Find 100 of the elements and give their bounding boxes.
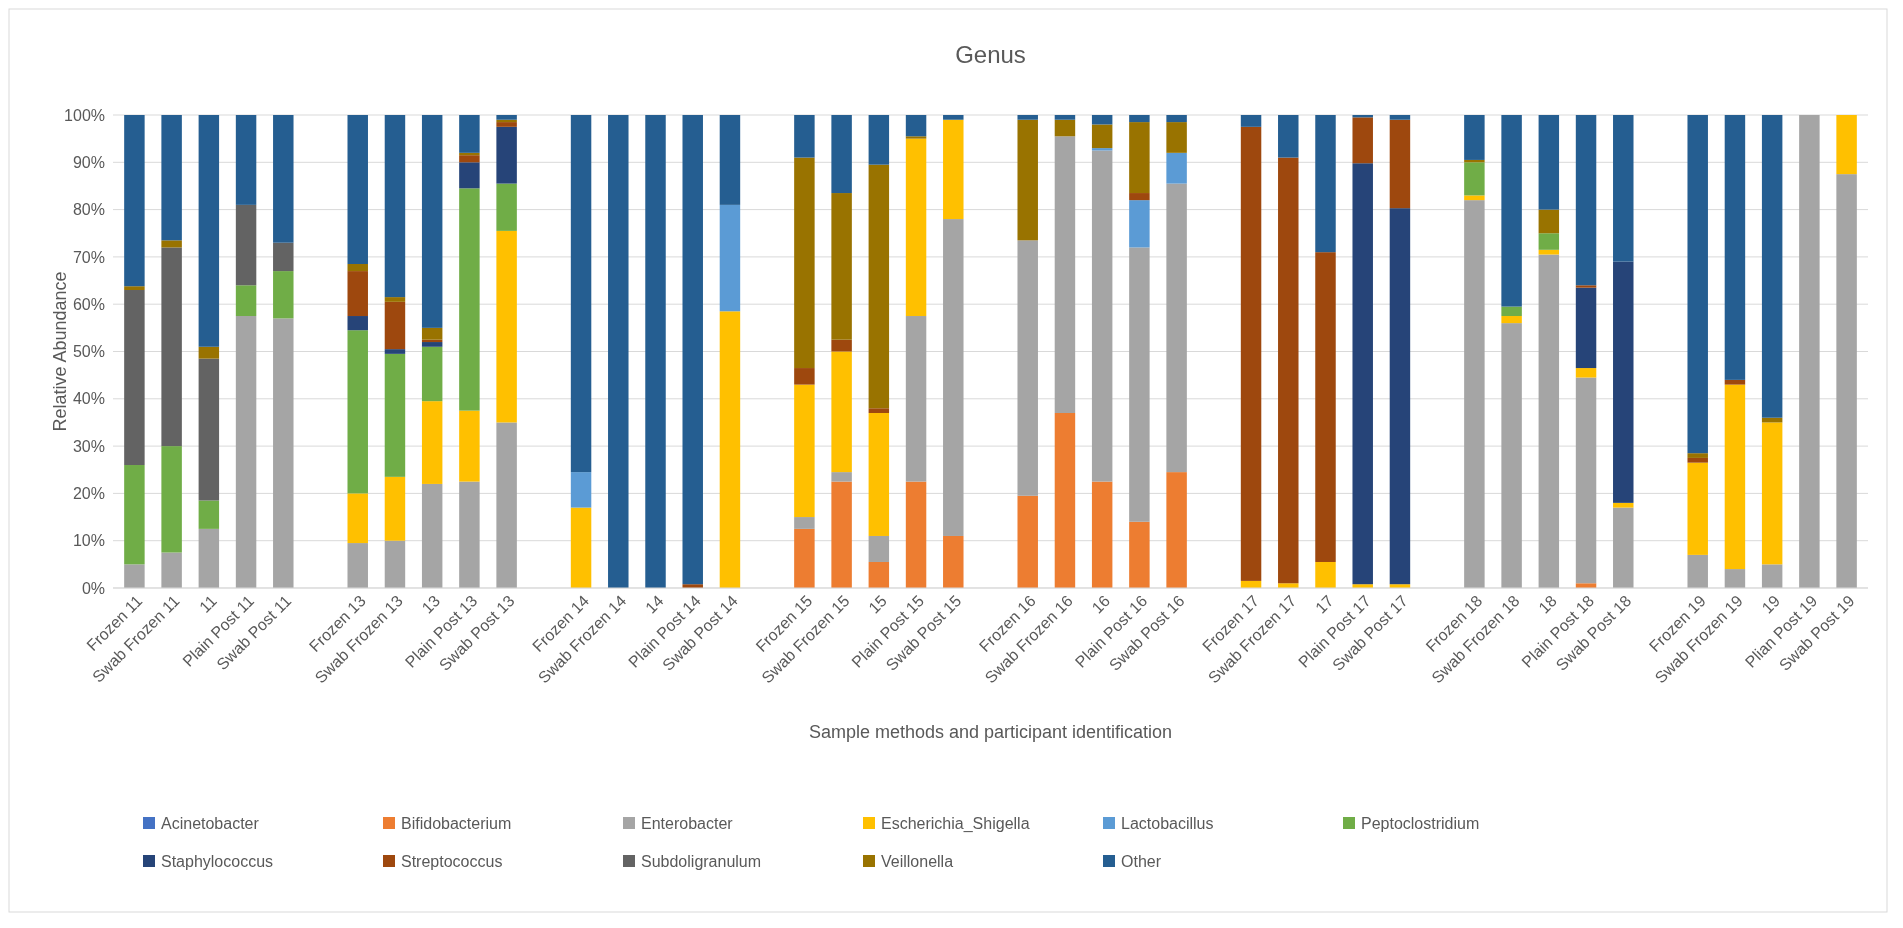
bar [198,500,220,529]
bar [1538,249,1560,255]
bar [645,115,666,588]
y-tick-label: 80% [72,201,105,219]
bar [1240,115,1262,127]
legend-label: Staphylococcus [161,852,274,870]
bar [347,316,368,331]
bar [831,351,852,473]
bar [1687,554,1708,588]
legend-label: Enterobacter [641,814,734,832]
bar [273,271,294,319]
bar [1724,384,1746,570]
bar [198,528,220,588]
legend-label: Peptoclostridium [1361,814,1480,832]
bar [1129,200,1150,248]
bar [1687,462,1708,555]
bar [161,446,182,553]
bar [1836,174,1857,588]
bar [831,339,852,352]
bar [905,115,927,137]
bar [905,138,927,317]
bar [1054,412,1076,588]
bar [198,115,220,347]
bar [124,564,145,588]
bar [347,330,368,494]
bar [161,247,182,447]
bar [496,230,517,423]
bar [719,311,741,588]
bar [1017,115,1038,120]
bar [421,483,443,588]
bar [198,346,220,359]
legend-label: Subdoligranulum [641,852,762,870]
bar [496,126,517,184]
bar [1129,115,1150,123]
bar [868,408,890,413]
bar [794,528,815,588]
bar [794,368,815,385]
bar [198,358,220,501]
bar [1352,163,1373,585]
bar [1017,119,1038,241]
bar [421,115,443,328]
legend-label: Other [1121,852,1162,870]
bar [1054,119,1076,137]
bar [1352,117,1373,164]
bar [459,162,480,189]
bar [831,472,852,482]
bar [421,401,443,484]
bar [1501,316,1522,324]
bar [1538,209,1560,234]
bar [1464,115,1485,160]
bar [1687,457,1708,463]
y-tick-label: 20% [72,485,105,502]
bar [831,193,852,340]
bar [124,465,145,565]
bar [943,119,964,220]
bar [1613,115,1634,262]
bar [831,115,852,194]
bar [905,316,927,482]
bar [570,472,592,508]
bar [1575,287,1597,369]
bar [1575,368,1597,378]
bar [1091,115,1113,125]
bar [273,242,294,272]
bar [1129,193,1150,201]
bar [1315,252,1336,562]
legend-label: Bifidobacterium [401,814,512,832]
bar [1129,247,1150,522]
bar [831,481,852,588]
bar [161,552,182,588]
bar [1687,115,1708,454]
bar [384,349,406,354]
bar [235,204,257,286]
bar [496,422,517,588]
legend-label: Acinetobacter [161,814,260,832]
bar [1091,481,1113,588]
bar [1538,115,1560,210]
bar [1315,561,1336,588]
bar [421,342,443,347]
bar [1017,495,1038,588]
bar [496,122,517,127]
x-tick-label: 19 [1758,591,1784,617]
bar [1724,569,1746,588]
bar [384,297,406,302]
bar [794,115,815,158]
bar [384,353,406,477]
bar [1315,115,1336,253]
bar [421,346,443,402]
bar [794,157,815,369]
bar [161,240,182,248]
bar [905,136,927,139]
y-tick-label: 100% [64,106,105,124]
bar [1613,507,1634,588]
legend-label: Escherichia_Shigella [881,814,1030,833]
bar [1501,115,1522,307]
y-tick-label: 90% [72,153,105,171]
bar [608,115,629,588]
bar [459,188,480,411]
bar [347,271,368,317]
bar [1166,472,1187,588]
bar [459,410,480,482]
